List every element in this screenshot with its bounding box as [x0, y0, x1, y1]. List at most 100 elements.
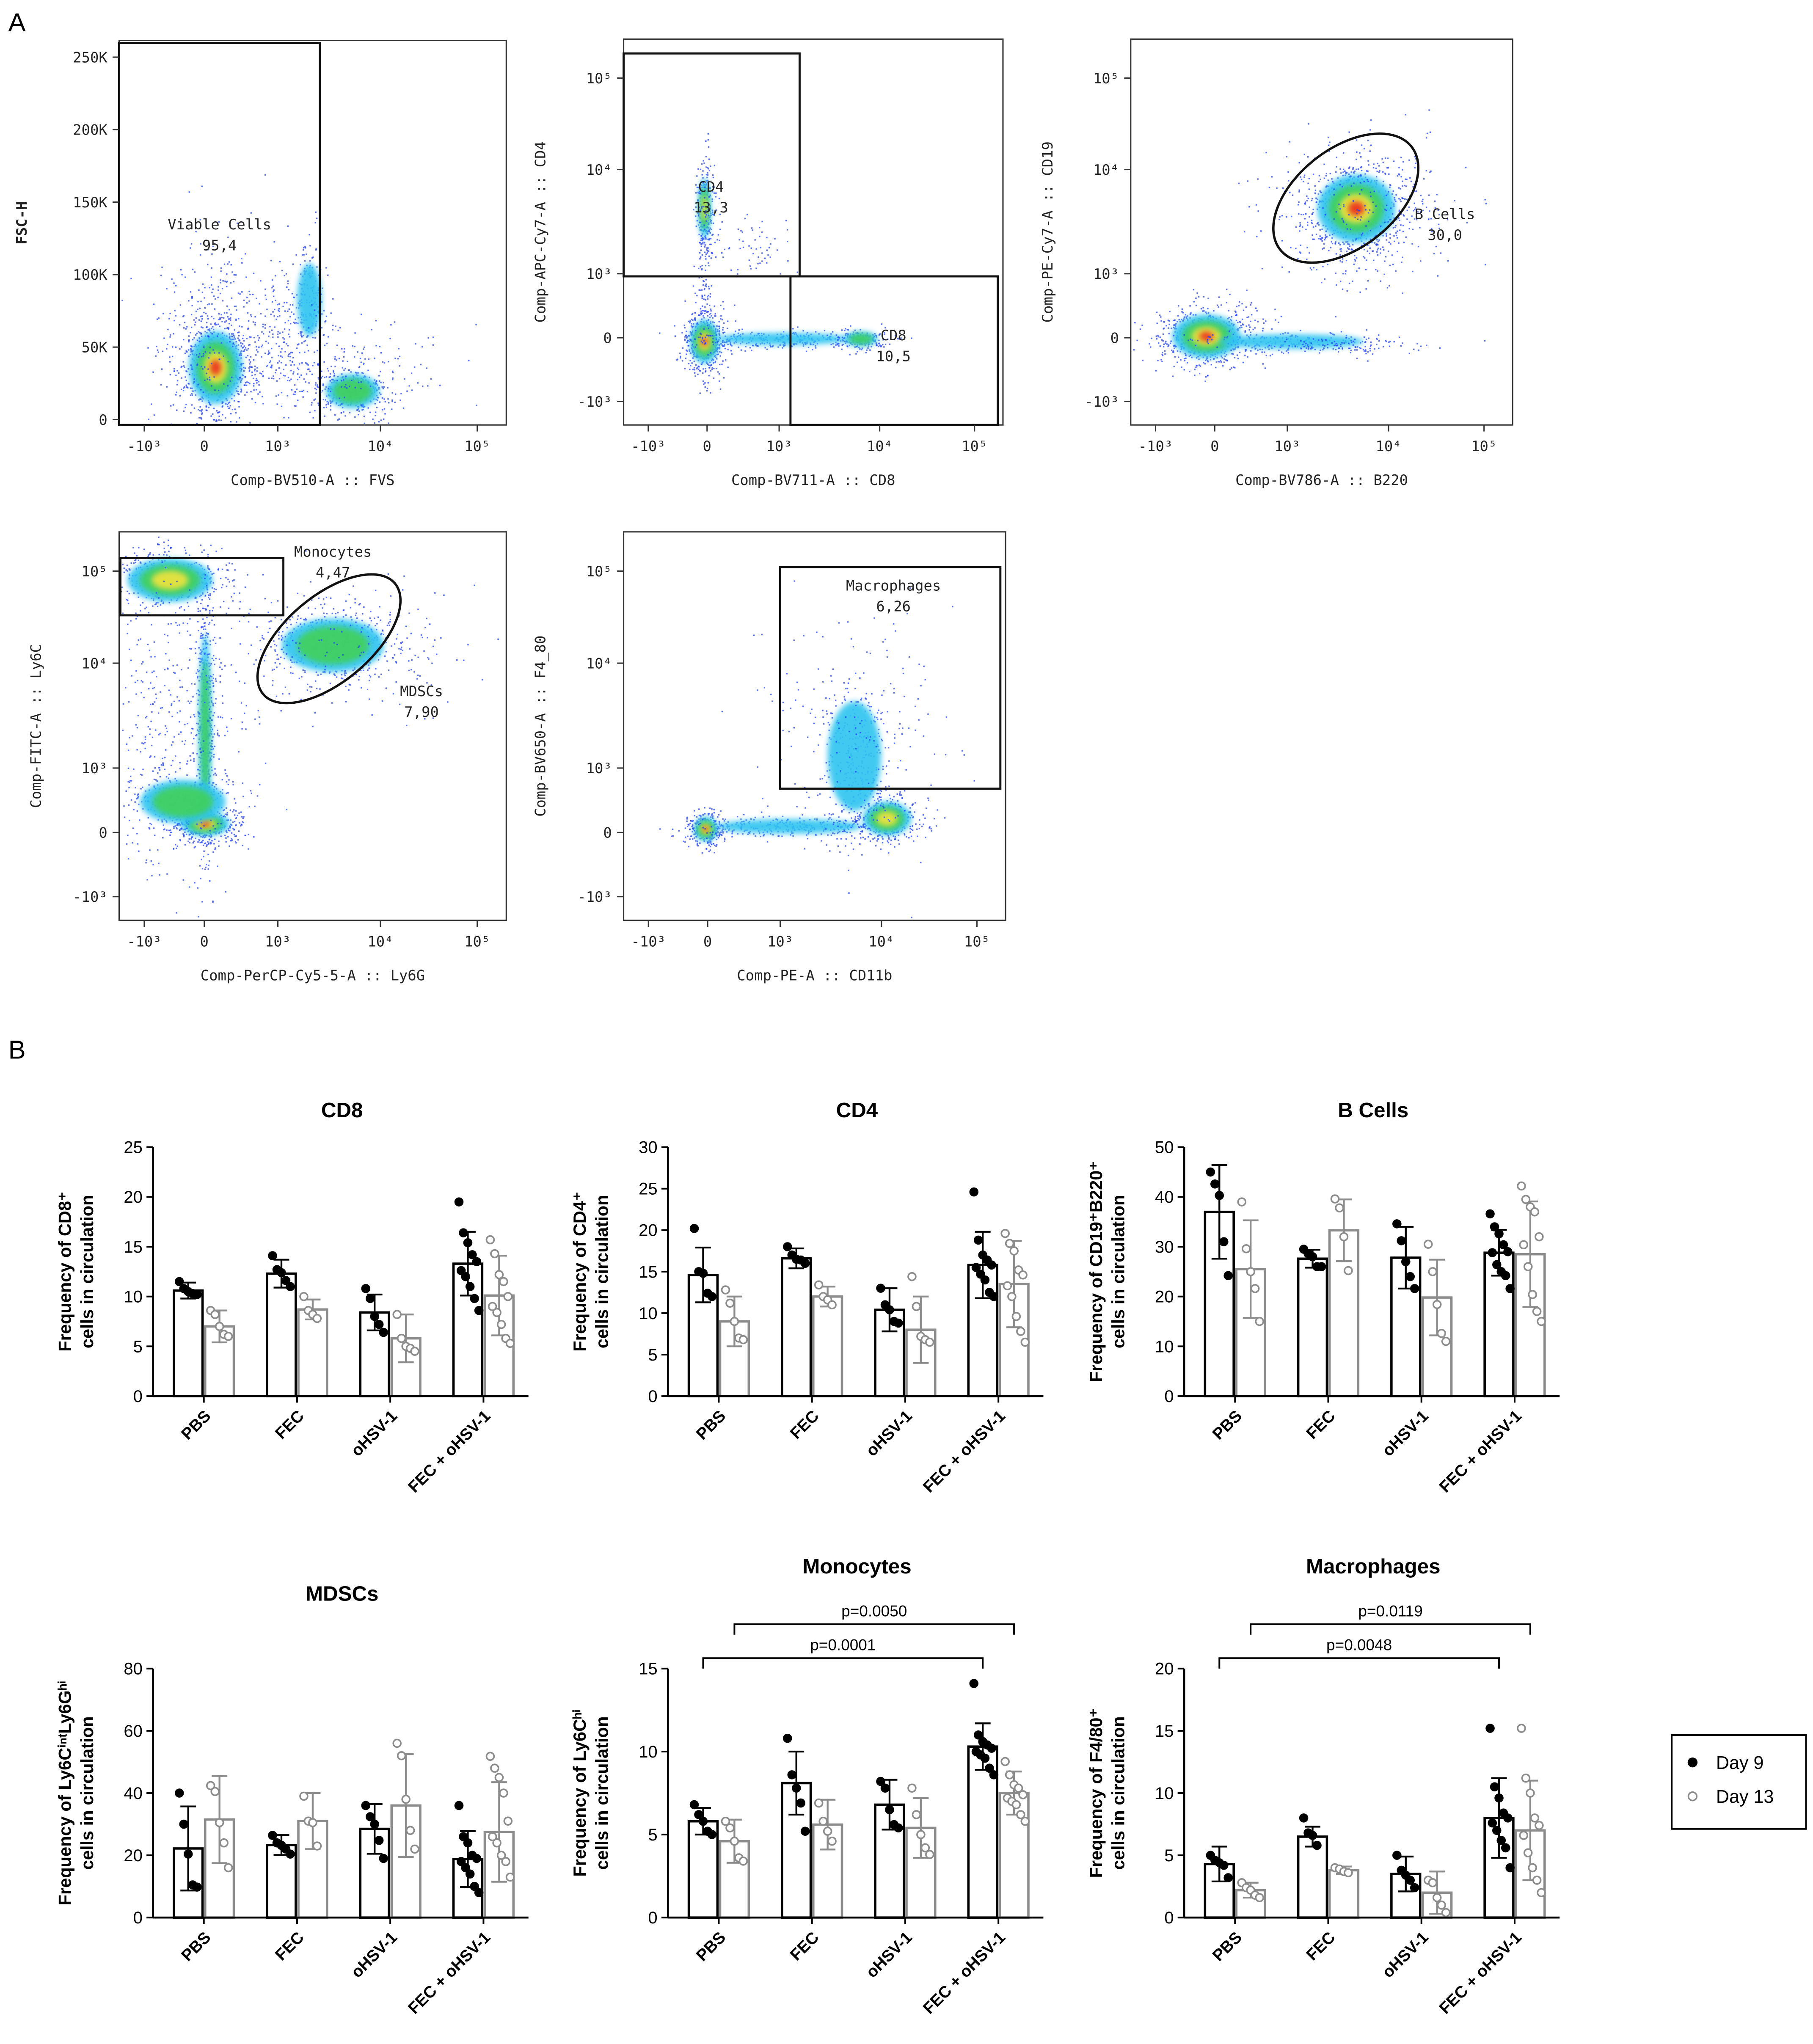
event-dot [1367, 212, 1369, 214]
event-dot [1322, 207, 1324, 209]
event-dot [308, 382, 310, 384]
event-dot [218, 416, 220, 417]
event-dot [1321, 229, 1323, 230]
event-dot [274, 326, 276, 328]
event-dot [698, 277, 700, 278]
event-dot [1342, 152, 1345, 154]
event-dot [715, 196, 716, 198]
event-dot [700, 310, 702, 312]
event-dot [1174, 319, 1176, 321]
event-dot [306, 253, 307, 255]
event-dot [211, 316, 213, 317]
event-dot [1173, 350, 1174, 352]
event-dot [358, 414, 359, 416]
event-dot [176, 409, 178, 411]
event-dot [1282, 353, 1284, 354]
event-dot [1402, 169, 1403, 171]
event-dot [345, 384, 347, 386]
event-dot [359, 358, 361, 359]
event-dot [307, 364, 309, 366]
event-dot [338, 358, 340, 359]
event-dot [1396, 230, 1398, 232]
event-dot [1358, 209, 1361, 212]
event-dot [1247, 180, 1248, 182]
event-dot [288, 333, 289, 335]
event-dot [184, 353, 186, 354]
event-dot [189, 374, 190, 375]
event-dot [1244, 355, 1246, 356]
event-dot [1339, 168, 1341, 170]
event-dot [191, 296, 193, 298]
event-dot [1384, 221, 1386, 223]
event-dot [709, 317, 711, 318]
event-dot [1400, 157, 1402, 158]
event-dot [250, 314, 252, 316]
event-dot [1281, 215, 1283, 217]
event-dot [209, 404, 211, 406]
event-dot [1173, 335, 1175, 336]
event-dot [364, 346, 365, 348]
event-dot [335, 325, 336, 327]
event-dot [1229, 294, 1231, 295]
event-dot [709, 187, 711, 189]
event-dot [716, 239, 718, 241]
event-dot [1386, 167, 1388, 169]
event-dot [213, 317, 215, 320]
event-dot [301, 342, 303, 344]
event-dot [198, 289, 200, 291]
event-dot [1224, 355, 1226, 357]
event-dot [362, 407, 364, 408]
event-dot [199, 219, 201, 220]
event-dot [1168, 327, 1169, 329]
gate [623, 52, 801, 278]
event-dot [1377, 270, 1378, 272]
event-dot [704, 229, 706, 230]
event-dot [730, 344, 732, 346]
event-dot [1335, 171, 1337, 173]
event-dot [1281, 266, 1283, 268]
event-dot [238, 393, 240, 395]
event-dot [201, 185, 203, 187]
event-dot [351, 380, 353, 381]
event-dot [198, 417, 200, 419]
event-dot [281, 405, 283, 407]
event-dot [1243, 231, 1245, 233]
event-dot [1269, 355, 1271, 357]
event-dot [195, 231, 197, 232]
event-dot [238, 354, 240, 356]
event-dot [701, 206, 703, 207]
event-dot [1343, 206, 1345, 207]
event-dot [887, 338, 889, 340]
event-dot [681, 360, 683, 362]
event-dot [706, 176, 708, 179]
event-dot [721, 221, 723, 223]
event-dot [1185, 355, 1187, 356]
event-dot [705, 264, 707, 267]
event-dot [707, 179, 709, 182]
event-dot [700, 256, 702, 258]
event-dot [1307, 182, 1309, 184]
event-dot [226, 273, 228, 275]
event-dot [242, 374, 243, 376]
event-dot [245, 276, 247, 278]
event-dot [236, 390, 237, 392]
event-dot [1345, 173, 1347, 175]
event-dot [323, 334, 325, 336]
event-dot [1338, 242, 1340, 244]
event-dot [1422, 198, 1424, 201]
event-dot [688, 335, 690, 337]
event-dot [379, 371, 381, 372]
event-dot [372, 419, 374, 420]
event-dot [1221, 361, 1223, 363]
event-dot [1246, 289, 1248, 291]
event-dot [815, 345, 816, 347]
event-dot [1299, 230, 1301, 232]
event-dot [698, 187, 700, 188]
event-dot [680, 357, 681, 359]
event-dot [1401, 262, 1402, 263]
event-dot [210, 415, 212, 417]
event-dot [219, 325, 220, 327]
event-dot [689, 350, 690, 353]
event-dot [200, 333, 202, 335]
event-dot [339, 397, 340, 399]
